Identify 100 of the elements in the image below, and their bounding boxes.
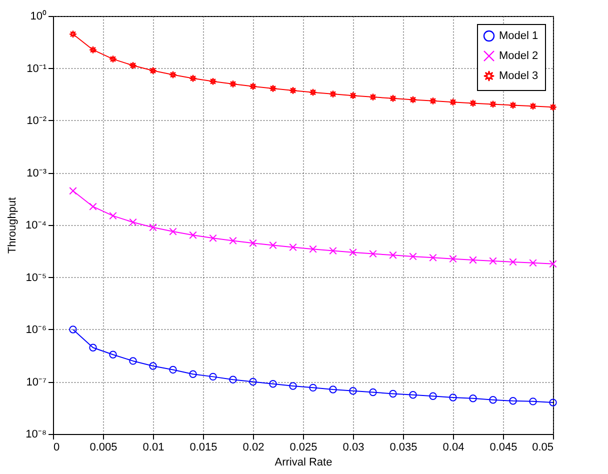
point: [469, 99, 477, 108]
point: [249, 82, 257, 90]
point: [189, 370, 197, 378]
point: [269, 380, 277, 388]
point: [89, 46, 97, 54]
point: [529, 398, 537, 406]
point: [69, 187, 77, 195]
x-tick-label: 0.01: [142, 442, 164, 454]
x-tick-label: 0.05: [532, 442, 554, 454]
point: [349, 248, 357, 256]
point: [409, 96, 417, 104]
point: [449, 98, 457, 106]
point: [209, 234, 217, 242]
point: [89, 202, 97, 210]
point: [489, 100, 497, 108]
point: [309, 88, 317, 96]
point: [149, 224, 157, 232]
point: [329, 386, 337, 394]
point: [269, 84, 277, 92]
y-tick-label: 10⁻⁵: [26, 272, 46, 284]
point: [129, 218, 137, 226]
point: [249, 378, 257, 386]
x-tick-label: 0.005: [90, 442, 118, 454]
point: [509, 397, 517, 405]
y-axis-title: Throughput: [6, 197, 19, 254]
y-tick-label: 10⁻⁸: [26, 428, 46, 440]
legend-label: Model 1: [499, 30, 538, 42]
point: [369, 250, 377, 258]
x-tick-label: 0.02: [242, 442, 264, 454]
point: [549, 398, 557, 406]
point: [469, 394, 477, 402]
point: [329, 246, 337, 255]
y-tick-label: 10⁻²: [26, 115, 47, 127]
x-tick-label: 0.025: [290, 442, 318, 454]
point: [549, 260, 557, 268]
point: [429, 392, 437, 400]
point: [109, 55, 117, 63]
point: [169, 228, 177, 236]
point: [209, 78, 217, 86]
point: [429, 254, 437, 262]
point: [229, 80, 237, 88]
point: [169, 366, 177, 374]
point: [249, 239, 257, 247]
point: [429, 97, 437, 105]
point: [289, 86, 297, 94]
x-tick-label: 0.045: [490, 442, 518, 454]
x-axis-title: Arrival Rate: [274, 456, 332, 468]
point: [469, 256, 477, 264]
point: [489, 396, 497, 404]
x-tick-label: 0.015: [190, 442, 218, 454]
legend-label: Model 3: [499, 70, 538, 82]
point: [449, 394, 457, 402]
point: [309, 245, 317, 253]
point: [209, 372, 217, 381]
point: [69, 326, 77, 334]
point: [409, 391, 417, 399]
y-tick-label: 10⁰: [30, 10, 46, 22]
point: [109, 350, 117, 359]
point: [289, 382, 297, 390]
x-tick-label: 0.035: [390, 442, 418, 454]
point: [149, 362, 157, 370]
point: [89, 344, 97, 352]
point: [229, 376, 237, 384]
y-tick-label: 10⁻⁴: [26, 220, 47, 232]
point: [169, 70, 177, 79]
point: [189, 231, 197, 239]
y-tick-label: 10⁻³: [26, 167, 47, 180]
point: [409, 252, 417, 260]
point: [389, 390, 397, 398]
point: [449, 254, 457, 263]
x-tick-label: 0.03: [342, 442, 364, 454]
point: [129, 62, 137, 70]
point: [289, 243, 297, 252]
x-tick-label: 0.04: [442, 442, 464, 454]
point: [269, 241, 277, 250]
point: [109, 212, 117, 220]
point: [229, 236, 237, 245]
point: [349, 386, 357, 395]
point: [149, 66, 157, 74]
point: [329, 90, 337, 98]
point: [369, 93, 377, 101]
point: [389, 94, 397, 102]
point: [529, 259, 537, 267]
point: [309, 384, 317, 392]
y-tick-label: 10⁻¹: [26, 62, 47, 75]
y-tick-label: 10⁻⁷: [26, 376, 47, 388]
point: [129, 357, 137, 365]
point: [549, 103, 557, 112]
point: [389, 251, 397, 259]
x-tick-label: 0: [54, 442, 60, 454]
point: [509, 101, 517, 110]
point: [69, 30, 77, 38]
point: [369, 388, 377, 396]
point: [509, 258, 517, 266]
point: [489, 257, 497, 265]
legend-label: Model 2: [499, 50, 538, 62]
point: [349, 92, 357, 100]
point: [189, 74, 197, 82]
y-tick-label: 10⁻⁶: [26, 324, 46, 336]
point: [529, 102, 537, 110]
